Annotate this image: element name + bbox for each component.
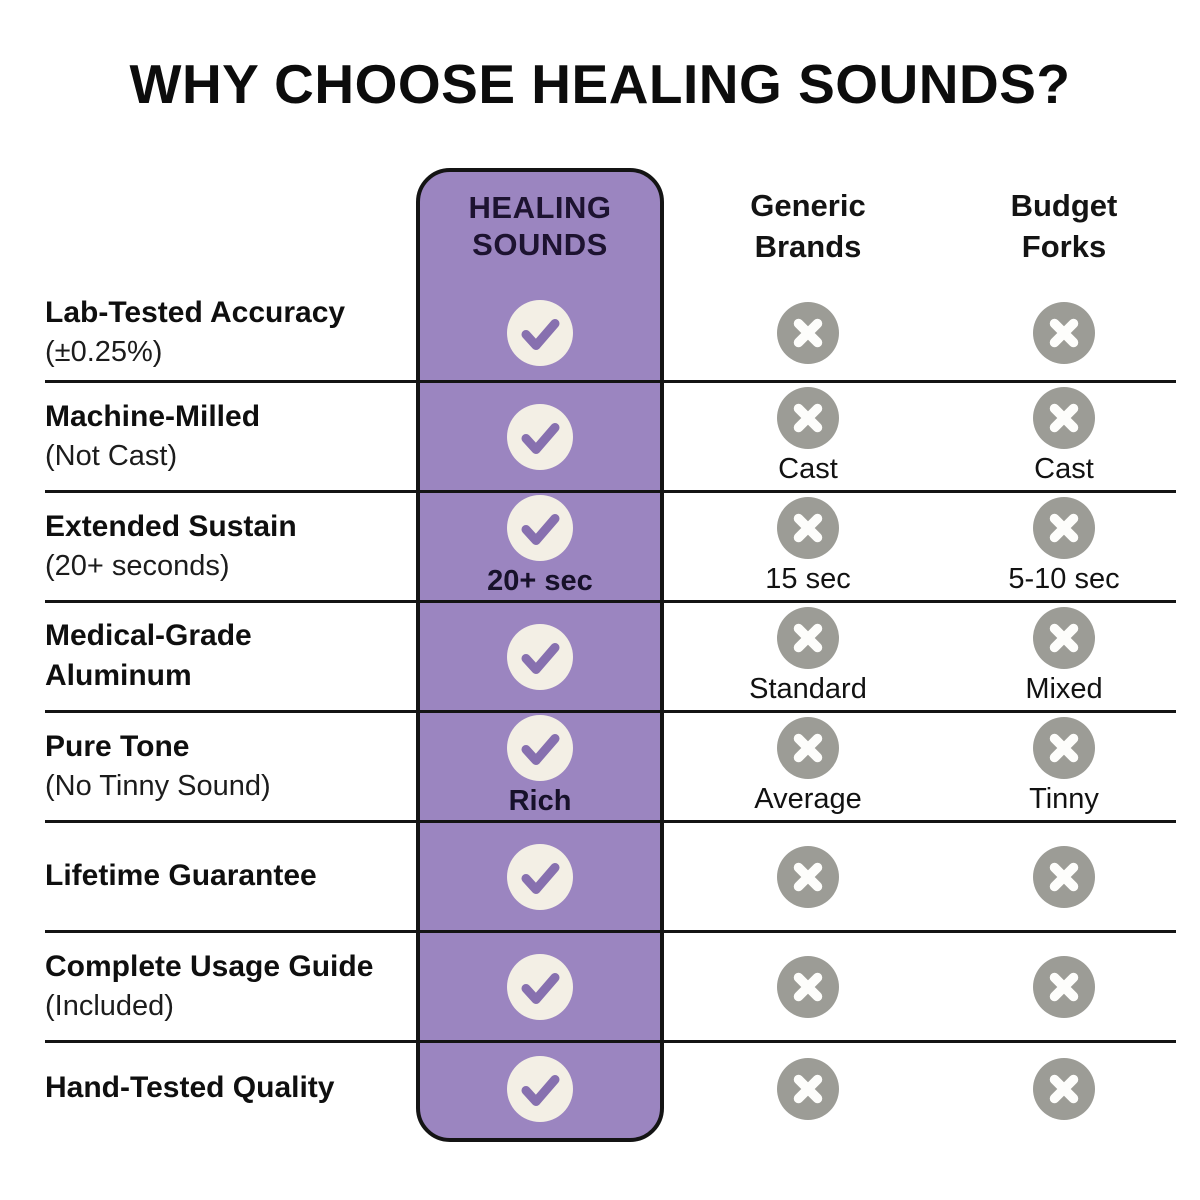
table-row-lab-tested-accuracy: Lab-Tested Accuracy (±0.25%) — [45, 285, 1176, 383]
check-circle-icon — [507, 844, 573, 910]
cell-note: Rich — [508, 784, 572, 817]
feature-label: Hand-Tested Quality — [45, 1071, 335, 1105]
feature-cell: Pure Tone (No Tinny Sound) — [45, 713, 416, 820]
table-row-pure-tone: Pure Tone (No Tinny Sound) Rich Average … — [45, 713, 1176, 823]
x-circle-icon — [1033, 607, 1095, 669]
check-circle-icon — [507, 300, 573, 366]
healing-sounds-cell: Rich — [416, 713, 664, 820]
x-circle-icon — [1033, 1058, 1095, 1120]
generic-brands-cell — [664, 285, 952, 380]
x-circle-icon — [777, 387, 839, 449]
budget-forks-cell — [952, 933, 1176, 1040]
feature-cell: Hand-Tested Quality — [45, 1043, 416, 1135]
x-circle-icon — [777, 1058, 839, 1120]
healing-sounds-cell — [416, 823, 664, 930]
column-header-label: HEALING SOUNDS — [468, 189, 612, 262]
x-circle-icon — [777, 607, 839, 669]
table-row-machine-milled: Machine-Milled (Not Cast) Cast Cast — [45, 383, 1176, 493]
generic-brands-cell — [664, 823, 952, 930]
check-circle-icon — [507, 715, 573, 781]
x-circle-icon — [777, 717, 839, 779]
x-circle-icon — [1033, 717, 1095, 779]
feature-cell: Lifetime Guarantee — [45, 823, 416, 930]
feature-label: Complete Usage Guide — [45, 949, 374, 983]
cell-note: Cast — [778, 452, 838, 485]
check-circle-icon — [507, 495, 573, 561]
column-header-healing-sounds: HEALING SOUNDS — [416, 168, 664, 285]
x-circle-icon — [1033, 302, 1095, 364]
generic-brands-cell: Average — [664, 713, 952, 820]
x-circle-icon — [1033, 956, 1095, 1018]
header-feature-spacer — [45, 168, 416, 285]
feature-cell: Medical-Grade Aluminum — [45, 603, 416, 710]
budget-forks-cell: Mixed — [952, 603, 1176, 710]
feature-label: Extended Sustain — [45, 509, 297, 543]
feature-label: Pure Tone — [45, 729, 190, 763]
cell-note: 5-10 sec — [1008, 562, 1120, 595]
generic-brands-cell: 15 sec — [664, 493, 952, 600]
x-circle-icon — [1033, 497, 1095, 559]
column-header-label: Generic Brands — [750, 187, 866, 264]
cell-note: Cast — [1034, 452, 1094, 485]
healing-sounds-cell — [416, 383, 664, 490]
generic-brands-cell: Standard — [664, 603, 952, 710]
column-header-budget-forks: Budget Forks — [952, 168, 1176, 285]
check-circle-icon — [507, 1056, 573, 1122]
budget-forks-cell — [952, 285, 1176, 380]
x-circle-icon — [777, 497, 839, 559]
table-header-row: HEALING SOUNDS Generic Brands Budget For… — [45, 168, 1176, 285]
feature-label: Machine-Milled — [45, 399, 261, 433]
cell-note: Mixed — [1025, 672, 1103, 705]
feature-cell: Complete Usage Guide (Included) — [45, 933, 416, 1040]
feature-cell: Lab-Tested Accuracy (±0.25%) — [45, 285, 416, 380]
x-circle-icon — [777, 846, 839, 908]
feature-cell: Machine-Milled (Not Cast) — [45, 383, 416, 490]
check-circle-icon — [507, 624, 573, 690]
generic-brands-cell — [664, 933, 952, 1040]
check-circle-icon — [507, 954, 573, 1020]
cell-note: 20+ sec — [487, 564, 593, 597]
feature-label: Lifetime Guarantee — [45, 858, 317, 892]
budget-forks-cell: 5-10 sec — [952, 493, 1176, 600]
generic-brands-cell — [664, 1043, 952, 1135]
healing-sounds-cell — [416, 285, 664, 380]
feature-cell: Extended Sustain (20+ seconds) — [45, 493, 416, 600]
check-circle-icon — [507, 404, 573, 470]
budget-forks-cell: Tinny — [952, 713, 1176, 820]
feature-label: Medical-Grade Aluminum — [45, 618, 252, 692]
table-row-medical-grade-aluminum: Medical-Grade Aluminum Standard Mixed — [45, 603, 1176, 713]
healing-sounds-cell — [416, 933, 664, 1040]
budget-forks-cell — [952, 823, 1176, 930]
column-header-generic-brands: Generic Brands — [664, 168, 952, 285]
cell-note: Average — [754, 782, 862, 815]
x-circle-icon — [1033, 387, 1095, 449]
healing-sounds-cell — [416, 603, 664, 710]
table-row-complete-usage-guide: Complete Usage Guide (Included) — [45, 933, 1176, 1043]
x-circle-icon — [777, 302, 839, 364]
feature-subtitle: (No Tinny Sound) — [45, 770, 271, 803]
healing-sounds-cell: 20+ sec — [416, 493, 664, 600]
generic-brands-cell: Cast — [664, 383, 952, 490]
table-row-hand-tested-quality: Hand-Tested Quality — [45, 1043, 1176, 1135]
cell-note: Standard — [749, 672, 867, 705]
x-circle-icon — [1033, 846, 1095, 908]
budget-forks-cell: Cast — [952, 383, 1176, 490]
feature-subtitle: (Included) — [45, 990, 174, 1023]
feature-subtitle: (±0.25%) — [45, 336, 163, 369]
x-circle-icon — [777, 956, 839, 1018]
feature-label: Lab-Tested Accuracy — [45, 295, 346, 329]
feature-subtitle: (Not Cast) — [45, 440, 178, 473]
healing-sounds-cell — [416, 1043, 664, 1135]
cell-note: Tinny — [1029, 782, 1099, 815]
table-row-extended-sustain: Extended Sustain (20+ seconds) 20+ sec 1… — [45, 493, 1176, 603]
page-title: WHY CHOOSE HEALING SOUNDS? — [129, 53, 1071, 115]
budget-forks-cell — [952, 1043, 1176, 1135]
column-header-label: Budget Forks — [1010, 187, 1118, 264]
feature-subtitle: (20+ seconds) — [45, 550, 230, 583]
cell-note: 15 sec — [765, 562, 851, 595]
table-row-lifetime-guarantee: Lifetime Guarantee — [45, 823, 1176, 933]
comparison-table: HEALING SOUNDS Generic Brands Budget For… — [45, 168, 1176, 1135]
